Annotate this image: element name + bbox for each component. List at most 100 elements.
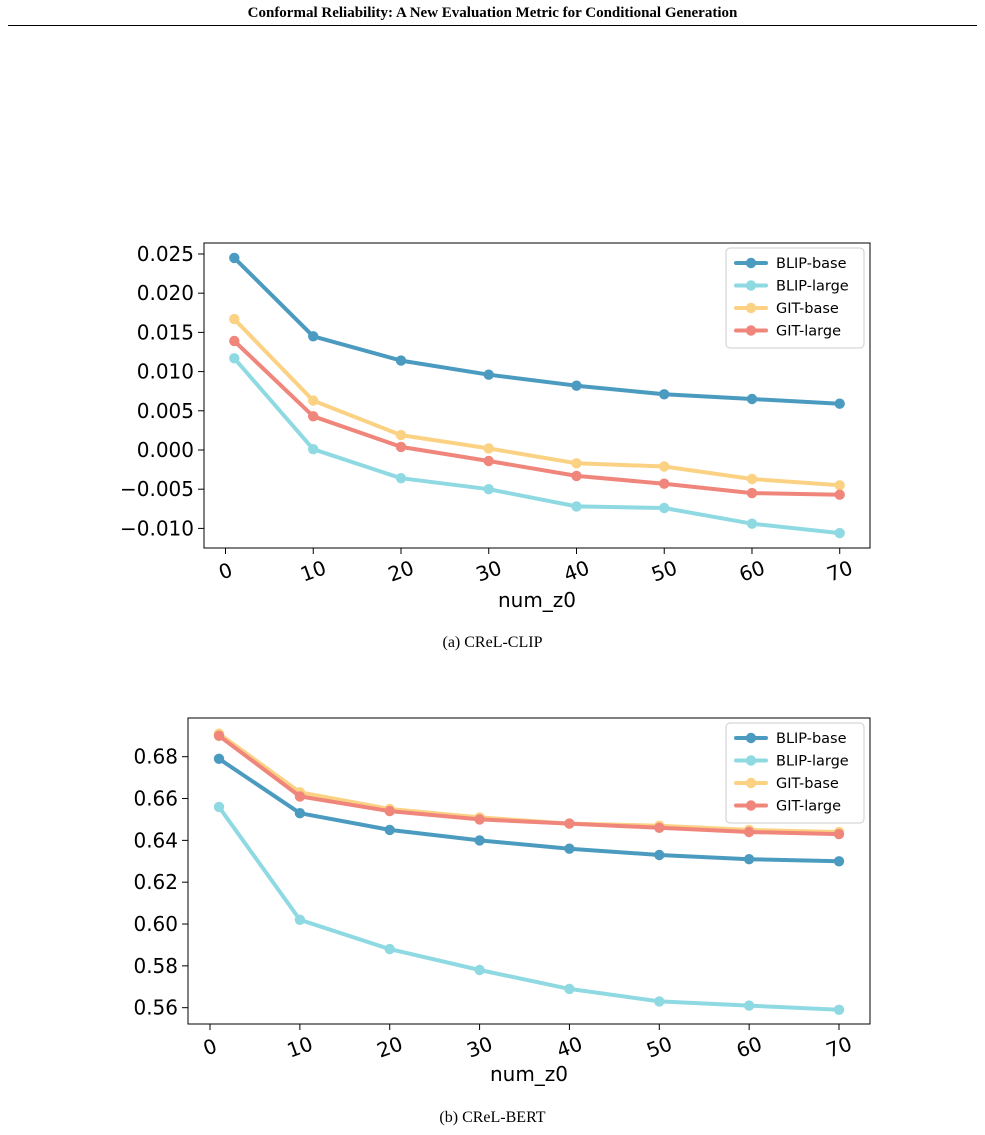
data-point-blip-large-4	[571, 501, 582, 512]
y-tick-label-7: 0.025	[137, 242, 194, 266]
data-point-blip-large-6	[746, 518, 758, 529]
x-tick-label-1: 10	[297, 555, 329, 586]
data-point-blip-large-7	[834, 527, 845, 539]
series-line-git-large	[232, 339, 842, 497]
data-point-git-large-3	[483, 455, 494, 467]
legend-marker-blip-large	[745, 280, 757, 291]
data-point-blip-large-0	[229, 353, 240, 364]
y-tick-label-5: 0.015	[137, 320, 194, 344]
y-tick-label-6: 0.020	[137, 281, 194, 305]
data-point-blip-base-0	[213, 753, 225, 764]
chart-crel-clip: −0.010 −0.005 0.000 0.005 0.010 0.015 0.020 0.0…	[120, 242, 871, 612]
y-tick-label-4: 0.64	[133, 828, 178, 852]
x-tick-label-5: 50	[648, 555, 680, 586]
header-rule	[8, 25, 977, 26]
x-tick-label-4: 40	[553, 1031, 585, 1062]
data-point-git-base-6	[746, 473, 758, 485]
y-tick-label-6: 0.68	[133, 745, 178, 769]
series-line-blip-base	[232, 255, 842, 406]
plot-frame	[203, 242, 871, 549]
data-point-blip-large-5	[654, 996, 665, 1007]
data-point-blip-large-3	[474, 964, 485, 976]
data-point-blip-large-7	[833, 1004, 845, 1015]
data-point-git-large-0	[229, 335, 240, 347]
data-point-blip-base-2	[384, 824, 395, 836]
y-tick-label-0: 0.56	[133, 996, 178, 1020]
legend-label-git-base: GIT-base	[776, 776, 839, 792]
data-point-blip-base-1	[294, 808, 306, 819]
series-line-git-large	[217, 733, 841, 837]
caption-crel-bert: (b) CReL-BERT	[439, 1109, 546, 1126]
legend-marker-blip-base	[745, 732, 757, 744]
data-point-git-large-6	[743, 826, 755, 838]
y-tick-label-3: 0.62	[133, 870, 178, 894]
x-tick-label-2: 20	[374, 1031, 406, 1062]
legend-label-blip-large: BLIP-large	[776, 754, 849, 770]
running-title: Conformal Reliability: A New Evaluation …	[247, 5, 738, 21]
legend-marker-git-large	[745, 325, 757, 336]
x-tick-label-3: 30	[464, 1031, 496, 1062]
legend-label-git-large: GIT-large	[776, 799, 841, 815]
data-point-blip-base-0	[229, 252, 240, 264]
data-point-git-base-3	[483, 443, 494, 454]
data-point-git-base-0	[229, 313, 240, 325]
x-tick-label-0: 0	[215, 558, 235, 585]
data-point-blip-base-4	[571, 380, 582, 391]
data-point-blip-base-4	[564, 843, 575, 854]
x-tick-label-4: 40	[560, 555, 592, 586]
series-line-blip-base	[217, 756, 841, 864]
data-point-git-large-4	[564, 818, 575, 829]
x-tick-label-3: 30	[473, 555, 505, 586]
x-tick-label-2: 20	[385, 555, 417, 586]
data-point-git-base-1	[308, 395, 319, 406]
y-tick-label-5: 0.66	[133, 787, 178, 811]
y-tick-label-3: 0.005	[137, 399, 194, 423]
legend-label-blip-base: BLIP-base	[776, 256, 847, 272]
data-point-blip-base-3	[483, 369, 494, 380]
data-point-git-large-2	[384, 805, 395, 817]
data-point-blip-base-2	[395, 355, 407, 366]
legend-label-blip-large: BLIP-large	[776, 279, 849, 295]
data-point-git-large-7	[833, 828, 845, 840]
x-axis-label: num_z0	[498, 588, 576, 612]
y-tick-label-4: 0.010	[137, 360, 194, 384]
x-tick-label-6: 60	[733, 1031, 765, 1062]
data-point-git-base-2	[395, 429, 407, 441]
y-tick-label-1: −0.005	[120, 477, 194, 501]
data-point-blip-large-1	[308, 444, 319, 455]
data-point-git-large-3	[474, 814, 485, 825]
data-point-blip-base-5	[659, 389, 670, 400]
legend-label-git-base: GIT-base	[776, 301, 839, 317]
data-point-git-large-1	[308, 411, 319, 422]
data-point-blip-large-6	[743, 1000, 755, 1011]
legend-box	[725, 247, 865, 349]
data-point-blip-base-7	[833, 856, 845, 867]
legend-label-blip-base: BLIP-base	[776, 731, 847, 747]
data-point-git-large-5	[654, 822, 665, 833]
data-point-blip-base-6	[743, 854, 755, 865]
data-point-git-base-7	[834, 480, 845, 491]
data-point-git-base-4	[571, 458, 582, 469]
x-tick-label-6: 60	[736, 555, 768, 586]
data-point-blip-base-7	[834, 398, 845, 409]
data-point-blip-large-3	[483, 484, 494, 495]
data-point-git-large-0	[213, 730, 225, 741]
y-tick-label-1: 0.58	[133, 954, 178, 978]
data-point-blip-large-0	[213, 801, 225, 813]
x-axis-label: num_z0	[490, 1062, 568, 1086]
series-line-git-base	[232, 317, 842, 488]
series-line-blip-large	[232, 356, 842, 536]
data-point-git-large-2	[395, 441, 407, 453]
data-point-git-large-6	[746, 487, 758, 499]
x-tick-label-1: 10	[284, 1031, 316, 1062]
data-point-git-large-1	[294, 791, 306, 802]
data-point-blip-large-4	[564, 983, 575, 995]
data-point-git-base-5	[659, 461, 670, 472]
data-point-blip-large-5	[659, 502, 670, 514]
caption-crel-clip: (a) CReL-CLIP	[442, 634, 543, 651]
y-tick-label-0: −0.010	[120, 516, 194, 540]
data-point-blip-large-1	[294, 914, 306, 925]
legend-label-git-large: GIT-large	[776, 324, 841, 340]
data-point-blip-large-2	[395, 473, 407, 484]
data-point-blip-base-3	[474, 835, 485, 846]
